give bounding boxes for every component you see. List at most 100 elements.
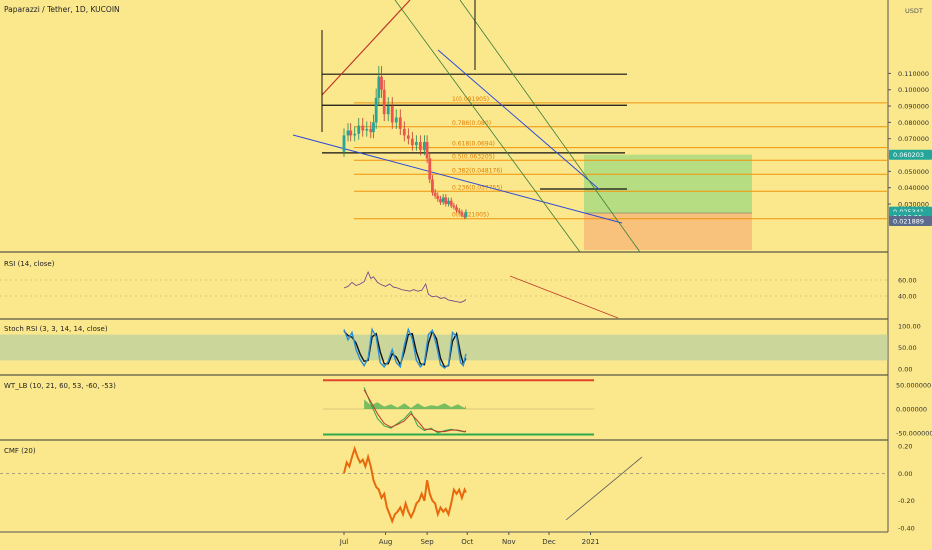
- stoch-rsi-pane[interactable]: [0, 327, 888, 370]
- price-candle-body[interactable]: [377, 76, 381, 98]
- channel-line: [459, 0, 641, 253]
- price-scale[interactable]: 0.110000 0.100000 0.090000 0.080000 0.070000…: [888, 70, 932, 533]
- cmf-tick-label: -0.20: [898, 497, 915, 505]
- price-candle-body[interactable]: [372, 122, 375, 133]
- fib-level-label: 0.786(0.080): [452, 120, 491, 127]
- stoch-band: [0, 334, 888, 361]
- price-badge-text: 0.060203: [893, 151, 924, 159]
- price-candle-body[interactable]: [455, 207, 458, 211]
- stoch-title: Stoch RSI (3, 3, 14, 14, close): [4, 325, 108, 333]
- price-candle-body[interactable]: [414, 141, 418, 146]
- price-tick-label: 0.100000: [898, 86, 929, 94]
- fib-level-label: 0.618(0.0694): [452, 141, 495, 148]
- rsi-pane[interactable]: [0, 270, 888, 319]
- price-tick-label: 0.050000: [898, 168, 929, 176]
- grid-lines: [0, 0, 889, 533]
- price-candle-body[interactable]: [406, 135, 410, 139]
- wt-tick-label: 50.000000: [896, 382, 931, 390]
- price-candle-body[interactable]: [431, 179, 434, 193]
- price-candle-body[interactable]: [428, 158, 432, 180]
- wt2-line[interactable]: [363, 389, 466, 433]
- wt-title: WT_LB (10, 21, 60, 53, -60, -53): [4, 382, 116, 390]
- rsi-trendline: [509, 275, 619, 319]
- price-candle-body[interactable]: [439, 199, 442, 203]
- time-label-2021: 2021: [582, 538, 600, 546]
- currency-label: USDT: [905, 7, 923, 15]
- channel-line: [394, 0, 581, 253]
- time-label-oct: Oct: [461, 538, 473, 546]
- time-label-jul: Jul: [339, 538, 349, 546]
- cmf-line[interactable]: [343, 445, 467, 524]
- price-candle-body[interactable]: [441, 197, 445, 203]
- stoch-tick-label: 100.00: [898, 323, 921, 331]
- price-candle-body[interactable]: [410, 138, 414, 146]
- cmf-tick-label: -0.40: [898, 525, 915, 533]
- price-candle-body[interactable]: [418, 141, 422, 151]
- price-candle-body[interactable]: [433, 192, 437, 196]
- cmf-pane[interactable]: [0, 445, 888, 524]
- price-candle-body[interactable]: [464, 211, 468, 218]
- rsi-line[interactable]: [343, 270, 467, 303]
- price-candle-body[interactable]: [382, 89, 386, 115]
- time-label-dec: Dec: [542, 538, 556, 546]
- price-badge: [889, 149, 932, 160]
- price-candle-body[interactable]: [361, 125, 365, 131]
- take-profit-zone: [584, 154, 752, 213]
- resistance-trendline: [437, 49, 601, 191]
- price-candle-body[interactable]: [436, 195, 440, 200]
- wt-lb-pane[interactable]: [323, 379, 594, 436]
- price-candle-body[interactable]: [346, 130, 350, 136]
- rising-trendline: [321, 0, 411, 96]
- price-badge-text: 0.021889: [893, 218, 924, 226]
- price-candle-body[interactable]: [369, 128, 373, 133]
- time-label-sep: Sep: [420, 538, 434, 546]
- rsi-tick-label: 40.00: [898, 293, 917, 301]
- price-candle-body[interactable]: [394, 117, 398, 123]
- price-candle-body[interactable]: [357, 125, 361, 134]
- price-candle-body[interactable]: [349, 130, 353, 136]
- stoch-k-line[interactable]: [343, 327, 467, 370]
- wt-tick-label: 0.000000: [896, 406, 927, 414]
- price-candle-body[interactable]: [380, 76, 383, 90]
- price-pane[interactable]: 1(0.091905) 0.786(0.080) 0.618(0.0694) 0.5(…: [292, 0, 888, 253]
- price-candle-body[interactable]: [353, 133, 357, 136]
- fib-level-label: 0.5(0.063205): [452, 153, 495, 160]
- price-tick-label: 0.110000: [898, 70, 929, 78]
- rsi-title: RSI (14, close): [4, 260, 55, 268]
- rsi-tick-label: 60.00: [898, 277, 917, 285]
- price-candle-body[interactable]: [425, 141, 429, 159]
- price-candle-body[interactable]: [342, 135, 346, 152]
- stoch-tick-label: 0.00: [898, 366, 912, 374]
- price-candle-body[interactable]: [390, 106, 394, 123]
- cmf-tick-label: 0.20: [898, 443, 912, 451]
- time-scale[interactable]: Jul Aug Sep Oct Nov Dec 2021: [339, 532, 600, 546]
- price-candle-body[interactable]: [449, 200, 453, 206]
- price-candle-body[interactable]: [460, 212, 464, 216]
- price-candle-body[interactable]: [457, 210, 461, 213]
- fib-level-label: 0.236(0.037755): [452, 184, 503, 191]
- price-candle-body[interactable]: [452, 205, 456, 208]
- price-tick-label: 0.090000: [898, 103, 929, 111]
- price-tick-label: 0.030000: [898, 201, 929, 209]
- wt-tick-label: -50.000000: [896, 430, 932, 438]
- price-candle-body[interactable]: [374, 97, 378, 123]
- price-candle-body[interactable]: [447, 200, 450, 205]
- fib-level-label: 0.382(0.048176): [452, 167, 503, 174]
- price-candle-body[interactable]: [386, 106, 390, 115]
- time-label-aug: Aug: [379, 538, 393, 546]
- cmf-trendline: [565, 456, 643, 521]
- fib-level-label: 0(0.021005): [452, 212, 489, 219]
- fib-level-label: 1(0.091905): [452, 96, 489, 103]
- price-tick-label: 0.080000: [898, 119, 929, 127]
- price-tick-label: 0.040000: [898, 184, 929, 192]
- price-candle-body[interactable]: [423, 141, 426, 151]
- price-candle-body[interactable]: [444, 197, 448, 205]
- cmf-tick-label: 0.00: [898, 470, 912, 478]
- wt-histogram[interactable]: [364, 399, 466, 409]
- time-label-nov: Nov: [502, 538, 516, 546]
- price-candle-body[interactable]: [402, 128, 406, 136]
- price-candle-body[interactable]: [365, 128, 369, 131]
- price-candle-body[interactable]: [398, 117, 402, 129]
